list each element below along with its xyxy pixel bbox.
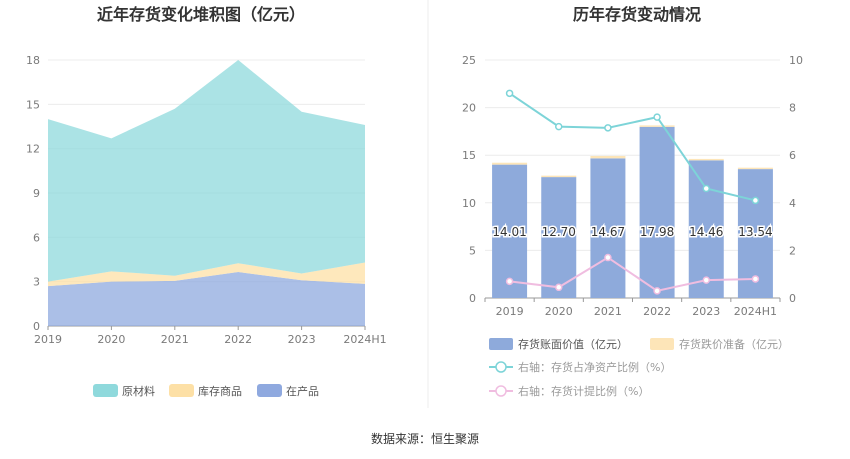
left-chart-title: 近年存货变化堆积图（亿元）	[97, 5, 305, 24]
line-point-2	[555, 122, 563, 131]
right-y2-tick-label: 6	[789, 149, 796, 162]
right-chart-title: 历年存货变动情况	[573, 5, 701, 24]
right-x-tick-label: 2019	[496, 305, 524, 318]
left-y-tick-label: 15	[26, 98, 40, 111]
left-legend-swatch	[169, 384, 194, 397]
right-y-tick-label: 10	[462, 197, 476, 210]
source-text: 数据来源：恒生聚源	[371, 431, 479, 446]
line-point-2	[653, 113, 661, 121]
right-x-tick-label: 2021	[594, 305, 622, 318]
right-x-tick-label: 2022	[643, 305, 671, 318]
left-area-0	[48, 272, 365, 326]
right-y-tick-label: 25	[462, 54, 476, 67]
right-y-tick-label: 0	[469, 292, 476, 305]
left-x-tick-label: 2021	[161, 333, 189, 346]
right-x-tick-label: 2020	[545, 305, 573, 318]
left-legend: 原材料 库存商品 在产品	[93, 384, 319, 398]
left-area-2	[48, 60, 365, 282]
left-y-tick-label: 9	[33, 187, 40, 200]
bar-value-label: 13.54	[738, 225, 772, 239]
bar-value-label: 14.67	[591, 225, 625, 239]
line-point-3	[505, 277, 514, 286]
right-y2-tick-label: 8	[789, 102, 796, 115]
left-legend-swatch	[93, 384, 118, 397]
line-point-3	[702, 276, 710, 284]
line-point-2	[702, 184, 710, 193]
bar-value-label: 14.46	[689, 225, 723, 239]
right-legend-label: 存货账面价值（亿元）	[518, 337, 628, 351]
impairment-bar	[737, 167, 773, 170]
left-y-ticks: 0 3 6 9 12 15 18	[26, 54, 40, 333]
right-y2-tick-label: 4	[789, 197, 796, 210]
line-point-3	[751, 275, 760, 283]
left-x-ticks: 2019 2020 2021 2022 2023 2024H1	[34, 326, 387, 346]
impairment-bar	[492, 162, 528, 165]
right-x-tick-label: 2024H1	[734, 305, 777, 318]
impairment-bar	[688, 158, 724, 161]
left-x-tick-label: 2023	[288, 333, 316, 346]
impairment-bar	[639, 125, 675, 127]
right-data-labels: 14.01 12.70 14.67 17.98 14.46 13.54	[491, 224, 774, 241]
line-series-3	[509, 256, 756, 292]
left-x-tick-label: 2022	[224, 333, 252, 346]
right-bars	[492, 125, 773, 298]
right-legend-marker	[495, 385, 507, 397]
right-legend-label: 右轴：存货计提比例（%）	[518, 384, 649, 398]
right-lines	[505, 89, 760, 295]
right-y-tick-label: 5	[469, 244, 476, 257]
left-x-tick-label: 2024H1	[343, 333, 386, 346]
right-legend-label: 存货跌价准备（亿元）	[679, 337, 789, 351]
bar-value-label: 14.01	[492, 225, 526, 239]
line-point-3	[604, 253, 612, 262]
bar-value-label: 12.70	[542, 225, 576, 239]
line-point-2	[604, 124, 612, 132]
left-area-1	[48, 262, 365, 287]
right-y-tick-label: 20	[462, 102, 476, 115]
right-y2-tick-label: 0	[789, 292, 796, 305]
right-legend-label: 右轴：存货占净资产比例（%）	[518, 360, 671, 374]
line-point-2	[751, 196, 760, 205]
inventory-bar	[639, 126, 675, 298]
right-x-ticks: 2019 2020 2021 2022 2023 2024H1	[484, 298, 781, 318]
right-legend-swatch	[650, 338, 674, 350]
right-y2-ticks: 0 2 4 6 8 10	[789, 54, 803, 305]
left-y-tick-label: 3	[33, 276, 40, 289]
impairment-bar	[541, 175, 577, 178]
impairment-bar	[590, 155, 626, 159]
line-point-3	[555, 283, 563, 292]
right-y2-tick-label: 10	[789, 54, 803, 67]
left-y-tick-label: 18	[26, 54, 40, 67]
right-legend-marker	[495, 361, 507, 373]
left-x-tick-label: 2019	[34, 333, 62, 346]
left-areas	[48, 60, 365, 326]
left-y-tick-label: 12	[26, 143, 40, 156]
right-legend-swatch	[489, 338, 513, 350]
inventory-bar	[541, 177, 577, 298]
bar-value-label: 17.98	[640, 225, 674, 239]
right-grid	[485, 59, 780, 299]
right-legend: 存货账面价值（亿元） 存货跌价准备（亿元） 右轴：存货占净资产比例（%） 右轴：存货计…	[489, 337, 789, 398]
inventory-bar	[688, 160, 724, 298]
left-legend-label: 库存商品	[198, 384, 242, 398]
line-point-2	[505, 89, 514, 98]
right-y-tick-label: 15	[462, 149, 476, 162]
left-y-tick-label: 6	[33, 231, 40, 244]
line-point-3	[653, 287, 661, 295]
right-y-ticks: 0 5 10 15 20 25	[462, 54, 476, 305]
inventory-bar	[492, 164, 528, 298]
inventory-bar	[590, 158, 626, 298]
left-legend-label: 原材料	[122, 384, 155, 398]
left-legend-swatch	[257, 384, 282, 397]
right-chart: 历年存货变动情况 14.01 12.70 14.67 17.98 14.46 13.54 …	[462, 5, 803, 398]
left-y-tick-label: 0	[33, 320, 40, 333]
right-x-tick-label: 2023	[692, 305, 720, 318]
left-x-tick-label: 2020	[97, 333, 125, 346]
line-series-2	[509, 92, 756, 202]
left-chart: 近年存货变化堆积图（亿元） 0 3 6 9 12 15 18 2019 2020 2021 202…	[26, 5, 387, 398]
right-y2-tick-label: 2	[789, 244, 796, 257]
left-legend-label: 在产品	[286, 384, 319, 398]
